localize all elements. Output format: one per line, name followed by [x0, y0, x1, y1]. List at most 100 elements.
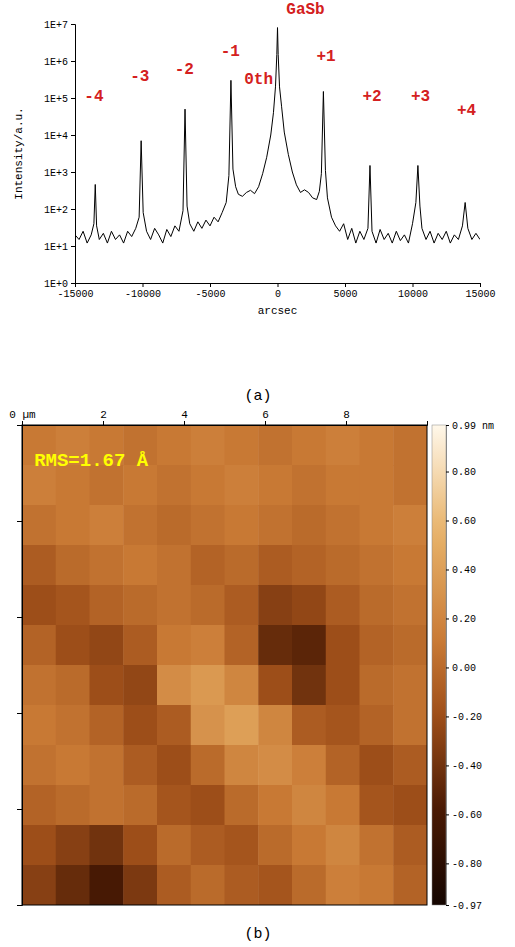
x-axis-tick-label: 15000	[465, 289, 495, 300]
y-axis-tick-mark	[71, 283, 75, 284]
x-axis-tick-mark	[345, 283, 346, 287]
panel-caption: (b)	[244, 926, 271, 943]
height-cell	[292, 545, 326, 586]
peak-labels: -4-3-2-10th+1+2+3+4	[84, 43, 476, 121]
height-cell	[258, 585, 292, 626]
height-cell	[225, 545, 259, 586]
x-axis-tick-mark	[346, 421, 347, 425]
x-axis-tick-label: -10000	[125, 289, 161, 300]
height-cell	[360, 705, 394, 746]
plot-frame	[22, 425, 427, 905]
peak-label: -1	[221, 43, 240, 61]
height-cell	[56, 625, 90, 666]
height-cell	[360, 625, 394, 666]
height-cell	[157, 865, 191, 905]
height-cell	[123, 505, 157, 546]
x-axis-tick-mark	[184, 421, 185, 425]
height-cell	[56, 865, 90, 905]
color-bar-axis: 0.99 nm0.800.600.400.200.00-0.20-0.40-0.…	[446, 421, 494, 912]
x-axis-tick-mark	[22, 421, 23, 425]
height-cell	[360, 785, 394, 826]
color-bar-axis-tick: 0.99 nm	[446, 421, 494, 432]
height-cell	[360, 425, 394, 466]
figure-svg: -15000-10000-50000500010000150001E+01E+1…	[0, 0, 515, 947]
y-axis-tick-mark	[71, 172, 75, 173]
y-axis-line	[71, 25, 76, 284]
y-axis	[17, 426, 23, 906]
height-cell	[90, 705, 124, 746]
height-cell	[393, 745, 427, 786]
height-cell	[292, 745, 326, 786]
x-axis-tick: 2	[100, 409, 107, 425]
height-cell	[258, 545, 292, 586]
x-axis-tick-mark	[413, 283, 414, 287]
y-axis-tick-mark	[71, 209, 75, 210]
x-axis-tick-label: 0	[275, 289, 281, 300]
plot-area	[75, 28, 480, 243]
height-cell	[90, 625, 124, 666]
height-cell	[292, 865, 326, 905]
height-cell	[157, 705, 191, 746]
height-cell	[56, 705, 90, 746]
y-axis-tick-label: 1E+4	[44, 131, 68, 142]
y-axis-title: Intensity/a.u.	[13, 107, 25, 199]
x-axis-tick: -10000	[125, 283, 161, 300]
height-cell	[360, 465, 394, 506]
height-cell	[326, 705, 360, 746]
height-cell	[123, 865, 157, 905]
height-cell	[393, 585, 427, 626]
y-axis-tick-label: 1E+2	[44, 205, 68, 216]
height-cell	[258, 505, 292, 546]
height-cell	[292, 665, 326, 706]
color-bar-axis-tick: 0.40	[446, 565, 476, 576]
x-axis-line	[23, 421, 428, 426]
height-cell	[326, 865, 360, 905]
y-axis-tick: 1E+6	[44, 57, 75, 68]
height-cell	[90, 585, 124, 626]
height-cell	[22, 585, 56, 626]
height-cell	[258, 465, 292, 506]
height-cell	[56, 785, 90, 826]
heatmap-area	[22, 425, 427, 905]
y-axis-tick: 1E+1	[44, 242, 75, 253]
height-cell	[191, 865, 225, 905]
y-axis-tick-mark	[71, 98, 75, 99]
height-cell	[123, 625, 157, 666]
color-bar-axis-tick-label: -0.80	[452, 859, 482, 870]
y-axis-tick: 1E+4	[44, 131, 75, 142]
height-cell	[90, 665, 124, 706]
height-cell	[56, 825, 90, 866]
color-bar-axis-tick: -0.97	[446, 901, 482, 912]
height-cell	[326, 425, 360, 466]
color-bar-axis-tick-label: -0.40	[452, 761, 482, 772]
height-cell	[90, 865, 124, 905]
color-bar-axis-tick-mark	[446, 667, 449, 668]
height-cell	[22, 785, 56, 826]
x-axis-tick-mark	[265, 421, 266, 425]
color-bar-axis-tick-mark	[446, 814, 449, 815]
y-axis-tick-mark	[71, 246, 75, 247]
x-axis-tick-label: 5000	[333, 289, 357, 300]
x-axis-tick-label: -15000	[57, 289, 93, 300]
height-cell	[157, 665, 191, 706]
height-cell	[191, 465, 225, 506]
height-cell	[90, 785, 124, 826]
x-axis-tick: -5000	[195, 283, 225, 300]
height-cell	[360, 745, 394, 786]
color-bar-axis-tick-mark	[446, 905, 449, 906]
height-cell	[56, 545, 90, 586]
x-axis-tick-label: 0 µm	[9, 409, 36, 421]
x-axis-tick: 10000	[398, 283, 428, 300]
height-cell	[258, 785, 292, 826]
x-axis-tick-mark	[210, 283, 211, 287]
height-cell	[360, 585, 394, 626]
height-cell	[191, 665, 225, 706]
height-cell	[225, 625, 259, 666]
color-bar-axis-tick-label: -0.60	[452, 810, 482, 821]
figure: -15000-10000-50000500010000150001E+01E+1…	[0, 0, 515, 947]
y-axis-tick-label: 1E+7	[44, 20, 68, 31]
height-cell	[258, 865, 292, 905]
y-axis-tick: 1E+5	[44, 94, 75, 105]
height-cell	[157, 425, 191, 466]
height-cell	[326, 585, 360, 626]
